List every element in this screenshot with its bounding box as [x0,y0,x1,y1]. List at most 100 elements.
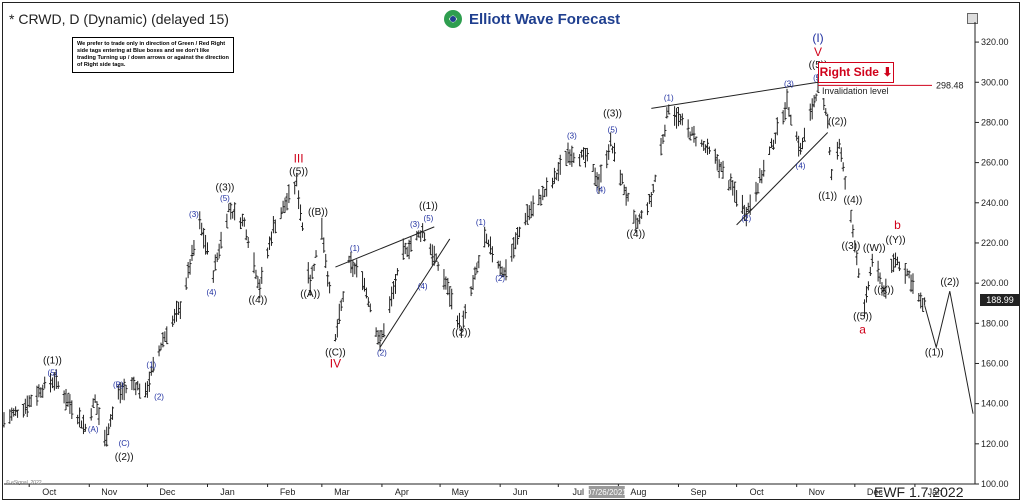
x-tick-label: May [452,487,470,497]
wave-label: a [859,322,866,336]
wave-label: ((5)) [289,167,308,178]
x-tick-label: Jun [513,487,528,497]
wave-label: ((A)) [300,289,320,300]
wave-label: (3) [567,132,577,141]
projection-path [924,291,974,414]
y-tick-label: 240.00 [981,198,1009,208]
wave-label: (C) [119,439,130,448]
trendline [379,238,451,348]
logo-icon [444,10,462,28]
wave-label: ((2)) [940,277,959,288]
x-tick-label: Jan [220,487,235,497]
x-tick-label: Jan [928,487,943,497]
x-tick-label: Oct [42,487,57,497]
invalidation-value: 298.48 [936,80,964,90]
axis-date-box [588,486,625,498]
wave-label: ((2)) [828,116,847,127]
y-tick-label: 200.00 [981,278,1009,288]
wave-label: (3) [784,79,794,88]
wave-label: ((2)) [452,327,471,338]
footer-label: EWF 1.7.2022 [874,484,964,500]
wave-label: (1) [146,360,156,369]
wave-label: (4) [206,288,216,297]
wave-label: ((W)) [863,243,886,254]
y-tick-label: 120.00 [981,439,1009,449]
invalidation-label: Invalidation level [822,86,889,96]
wave-label: ((Y)) [886,235,906,246]
y-tick-label: 320.00 [981,37,1009,47]
wave-label: (3) [189,210,199,219]
x-tick-label: Dec [867,487,884,497]
wave-label: (A) [88,425,99,434]
wave-label: ((C)) [325,347,346,358]
wave-label: ((3)) [603,108,622,119]
x-tick-label: Aug [630,487,646,497]
wave-label: (5) [48,369,58,378]
wave-label: ((X)) [874,285,894,296]
y-tick-label: 180.00 [981,318,1009,328]
wave-label: (1) [664,93,674,102]
wave-label: ((B)) [308,207,328,218]
wave-label: V [814,45,822,59]
wave-label: ((3)) [216,183,235,194]
trendline [335,226,435,268]
brand-logo: Elliott Wave Forecast [443,9,620,29]
arrow-down-icon: ⬇ [882,65,893,79]
last-price-tag: 188.99 [980,294,1020,306]
wave-label: ((1)) [818,191,837,202]
wave-label: (5) [608,125,618,134]
trendline [736,132,829,226]
x-tick-label: Sep [690,487,706,497]
wave-label: (B) [113,381,124,390]
copyright: © eSignal, 2022 [6,480,42,486]
wave-label: b [894,218,901,232]
x-tick-label: Apr [395,487,409,497]
wave-label: ((1)) [419,201,438,212]
wave-label: ((1)) [43,355,62,366]
x-tick-label: Feb [280,487,296,497]
wave-label: (4) [418,282,428,291]
wave-label: ((1)) [925,347,944,358]
trendline [651,81,819,109]
wave-label: ((4)) [626,229,645,240]
settings-icon[interactable] [967,13,978,24]
x-tick-label: Oct [750,487,765,497]
wave-label: III [294,152,304,166]
chart-title: * CRWD, D (Dynamic) (delayed 15) [9,11,229,27]
wave-label: ((4)) [843,195,862,206]
wave-label: ((3)) [842,241,861,252]
y-tick-label: 220.00 [981,238,1009,248]
wave-label: (2) [377,348,387,357]
x-tick-label: Nov [101,487,118,497]
right-side-tag: Right Side ⬇ [818,62,894,83]
brand-name: Elliott Wave Forecast [469,10,621,28]
y-tick-label: 100.00 [981,479,1009,489]
trading-note: We prefer to trade only in direction of … [72,37,234,73]
wave-label: (5) [220,194,230,203]
wave-label: (5) [424,214,434,223]
wave-label: (I) [812,31,823,45]
wave-label: ((4)) [248,295,267,306]
y-tick-label: 260.00 [981,158,1009,168]
y-tick-label: 300.00 [981,77,1009,87]
wave-label: (2) [154,393,164,402]
wave-label: (2) [495,274,505,283]
wave-label: ((5)) [853,311,872,322]
axis-date-label: 07/26/2021 [587,488,628,497]
right-side-label: Right Side [819,65,879,79]
x-tick-label: Jul [573,487,585,497]
wave-label: ((2)) [115,452,134,463]
x-tick-label: Mar [334,487,350,497]
y-tick-label: 160.00 [981,358,1009,368]
x-tick-label: Dec [159,487,176,497]
y-tick-label: 280.00 [981,117,1009,127]
wave-label: (3) [410,220,420,229]
wave-label: (2) [741,214,751,223]
wave-label: (4) [796,162,806,171]
x-tick-label: Nov [809,487,826,497]
wave-label: IV [330,356,341,370]
wave-label: (1) [350,244,360,253]
y-tick-label: 140.00 [981,399,1009,409]
wave-label: (1) [476,218,486,227]
wave-label: (4) [596,186,606,195]
